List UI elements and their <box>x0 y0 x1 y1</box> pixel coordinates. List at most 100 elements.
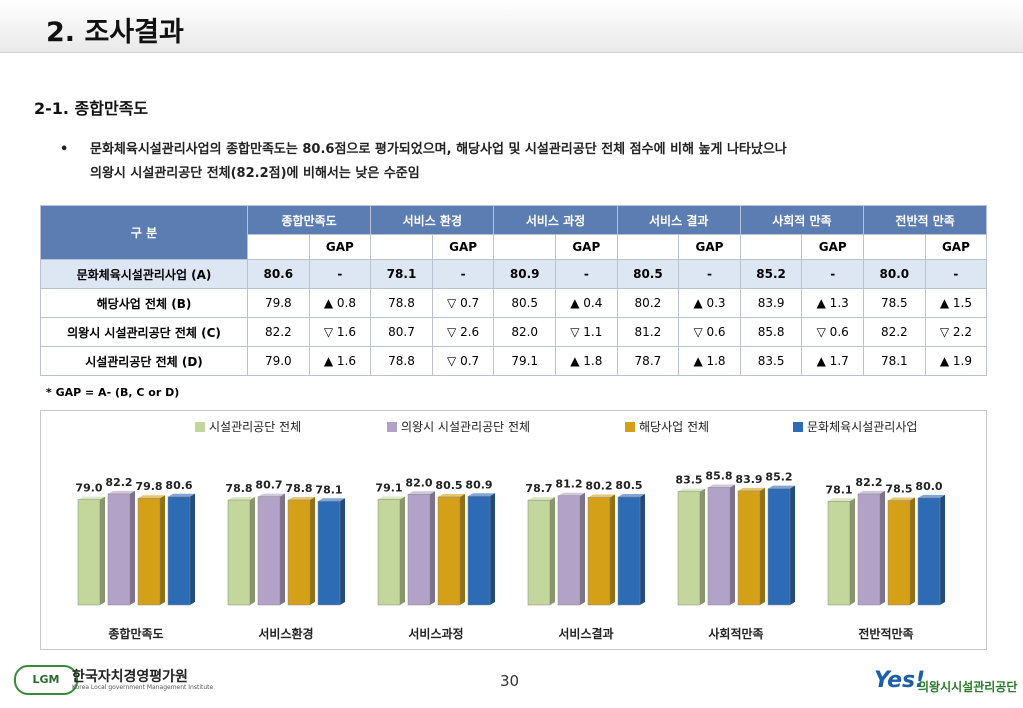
bar <box>917 497 941 606</box>
cell: 80.7 <box>370 317 433 347</box>
row: 의왕시 시설관리공단 전체 (C) 82.2 ▽ 1.6 80.7 ▽ 2.6 82.0 ▽… <box>40 317 988 347</box>
legend-label: 의왕시 시설관리공단 전체 <box>401 420 530 434</box>
bar-top <box>258 493 285 497</box>
cell <box>493 234 556 260</box>
header-cell: 구 분 <box>40 205 248 260</box>
cell: 80.9 <box>493 259 556 289</box>
cell: - <box>308 259 372 289</box>
x-tick-label: 사회적만족 <box>708 626 763 641</box>
value-label: 80.6 <box>165 479 192 492</box>
row-label: 의왕시 시설관리공단 전체 (C) <box>40 317 248 347</box>
cell: - <box>678 259 741 289</box>
cell: ▲ 1.5 <box>924 288 988 318</box>
bar-top <box>618 493 645 497</box>
cell: 78.5 <box>863 288 926 318</box>
bar <box>707 487 731 606</box>
value-label: 78.1 <box>315 483 342 496</box>
bar-top <box>378 496 405 500</box>
legend-swatch <box>625 422 635 432</box>
value-label: 79.8 <box>135 480 162 493</box>
table: 구 분 종합만족도 서비스 환경 서비스 과정 서비스 결과 사회적 만족 전반적 만족 GA… <box>40 205 988 376</box>
bar <box>407 494 431 606</box>
bar-side <box>310 497 315 605</box>
org-name-en: Korea Local government Management Instit… <box>72 684 214 691</box>
bar-top <box>108 490 135 494</box>
value-label: 80.2 <box>585 480 612 493</box>
value-label: 80.5 <box>435 479 462 492</box>
cell: ▲ 1.8 <box>555 346 618 376</box>
cell: ▲ 0.8 <box>308 288 372 318</box>
cell: - <box>924 259 988 289</box>
bar-top <box>888 497 915 501</box>
gap-header: GAP <box>924 234 988 260</box>
cell: 78.1 <box>370 259 433 289</box>
bar <box>857 493 881 606</box>
cell: 83.5 <box>739 346 803 376</box>
legend-item: 해당사업 전체 <box>625 420 709 434</box>
header-cell: 서비스 과정 <box>493 205 618 235</box>
bar-side <box>700 488 705 605</box>
bar <box>677 491 701 606</box>
bullet: • 문화체육시설관리사업의 종합만족도는 80.6점으로 평가되었으며, 해당사… <box>60 138 787 186</box>
legend-swatch <box>793 422 803 432</box>
value-label: 80.5 <box>615 479 642 492</box>
bar-side <box>790 485 795 605</box>
bar-side <box>250 497 255 605</box>
legend-item: 의왕시 시설관리공단 전체 <box>387 420 530 434</box>
bar-top <box>828 498 855 502</box>
footnote: * GAP = A- (B, C or D) <box>46 386 180 399</box>
cell: ▽ 0.7 <box>431 346 495 376</box>
gap-header: GAP <box>308 234 372 260</box>
value-label: 81.2 <box>555 478 582 491</box>
bar-side <box>280 493 285 605</box>
chart-frame <box>40 410 987 650</box>
row: 문화체육시설관리사업 (A) 80.6-78.1-80.9-80.5-85.2-8… <box>40 259 988 289</box>
value-label: 82.2 <box>105 476 132 489</box>
cell: - <box>555 259 618 289</box>
bar-top <box>468 493 495 497</box>
cell: 79.1 <box>493 346 556 376</box>
cell: ▲ 1.6 <box>308 346 372 376</box>
cell: 79.8 <box>247 288 310 318</box>
legend-label: 시설관리공단 전체 <box>209 420 301 434</box>
bar <box>767 488 791 606</box>
bar <box>527 499 551 606</box>
row-label: 시설관리공단 전체 (D) <box>40 346 248 376</box>
cell <box>616 234 680 260</box>
bar-side <box>640 493 645 605</box>
bar <box>737 490 761 606</box>
bar-top <box>138 495 165 499</box>
cell: 80.5 <box>616 259 680 289</box>
bar-side <box>130 490 135 605</box>
x-tick-label: 전반적만족 <box>858 626 913 641</box>
cell: - <box>431 259 495 289</box>
bar-top <box>288 497 315 500</box>
bar-side <box>610 494 615 605</box>
bar-top <box>738 487 765 491</box>
header-row: 구 분 종합만족도 서비스 환경 서비스 과정 서비스 결과 사회적 만족 전반적 만족 <box>40 205 988 260</box>
bar-side <box>490 493 495 605</box>
bar <box>257 496 281 606</box>
value-label: 85.8 <box>705 470 732 483</box>
x-tick-label: 서비스과정 <box>408 626 463 641</box>
bar-side <box>730 484 735 605</box>
bar-top <box>438 493 465 497</box>
cell: ▲ 1.8 <box>678 346 741 376</box>
gap-row: GAP GAP GAP GAP GAP GAP <box>41 234 988 260</box>
bar-top <box>678 488 705 492</box>
bar-side <box>910 497 915 605</box>
header-cell: 서비스 결과 <box>616 205 741 235</box>
bar-side <box>160 495 165 605</box>
bar-top <box>408 491 435 495</box>
value-label: 83.9 <box>735 473 762 486</box>
value-label: 79.1 <box>375 481 402 494</box>
cell: ▲ 0.4 <box>555 288 618 318</box>
bar-side <box>850 498 855 605</box>
bar-side <box>760 487 765 605</box>
bar-top <box>708 484 735 488</box>
bar-top <box>228 497 255 500</box>
bar <box>557 495 581 606</box>
legend-label: 문화체육시설관리사업 <box>807 420 917 434</box>
bar <box>287 499 311 606</box>
